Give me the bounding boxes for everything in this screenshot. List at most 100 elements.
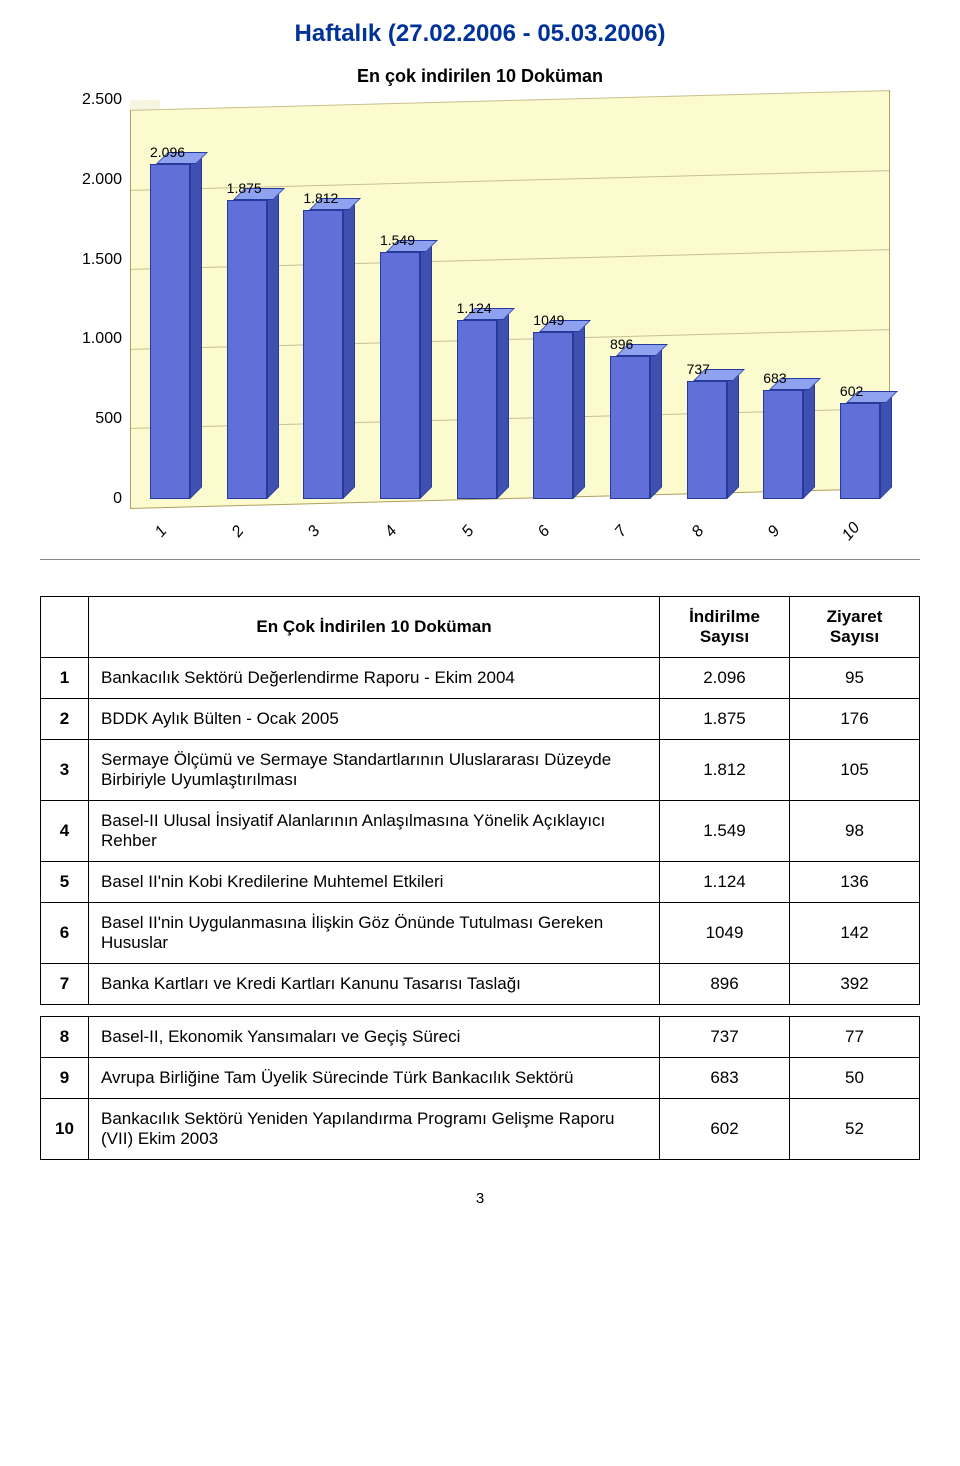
x-tick-label: 2 bbox=[218, 511, 274, 567]
x-tick-label: 5 bbox=[448, 511, 504, 567]
table-cell-index: 1 bbox=[41, 658, 89, 699]
table-cell-downloads: 1.875 bbox=[660, 699, 790, 740]
x-tick-label: 3 bbox=[295, 511, 351, 567]
table-cell-downloads: 1.124 bbox=[660, 862, 790, 903]
chart-bar: 1.875 bbox=[227, 100, 267, 499]
table-cell-index: 7 bbox=[41, 964, 89, 1005]
table-cell-index: 3 bbox=[41, 740, 89, 801]
table-header-row: En Çok İndirilen 10 Doküman İndirilme Sa… bbox=[41, 597, 920, 658]
table-cell-visits: 136 bbox=[790, 862, 920, 903]
table-row: 1Bankacılık Sektörü Değerlendirme Raporu… bbox=[41, 658, 920, 699]
table-cell-index: 5 bbox=[41, 862, 89, 903]
y-tick-label: 1.500 bbox=[82, 251, 122, 269]
table-row: 5Basel II'nin Kobi Kredilerine Muhtemel … bbox=[41, 862, 920, 903]
table-row: 10Bankacılık Sektörü Yeniden Yapılandırm… bbox=[41, 1099, 920, 1160]
x-tick-label: 9 bbox=[755, 511, 811, 567]
chart-bar: 1049 bbox=[533, 100, 573, 499]
table-cell-downloads: 1.812 bbox=[660, 740, 790, 801]
table-row: 6Basel II'nin Uygulanmasına İlişkin Göz … bbox=[41, 903, 920, 964]
x-tick-label: 1 bbox=[142, 511, 198, 567]
table-cell-index: 8 bbox=[41, 1017, 89, 1058]
y-tick-label: 0 bbox=[113, 490, 122, 508]
table-cell-downloads: 602 bbox=[660, 1099, 790, 1160]
table-row: 4Basel-II Ulusal İnsiyatif Alanlarının A… bbox=[41, 801, 920, 862]
table-cell-downloads: 683 bbox=[660, 1058, 790, 1099]
table-cell-visits: 77 bbox=[790, 1017, 920, 1058]
x-tick-label: 10 bbox=[832, 511, 888, 567]
table-cell-title: BDDK Aylık Bülten - Ocak 2005 bbox=[89, 699, 660, 740]
table-cell-downloads: 2.096 bbox=[660, 658, 790, 699]
page-title: Haftalık (27.02.2006 - 05.03.2006) bbox=[40, 20, 920, 48]
table-header-visits: Ziyaret Sayısı bbox=[790, 597, 920, 658]
table-cell-index: 10 bbox=[41, 1099, 89, 1160]
table-cell-title: Sermaye Ölçümü ve Sermaye Standartlarını… bbox=[89, 740, 660, 801]
downloads-bar-chart: En çok indirilen 10 Doküman 0 500 1.000 1.5… bbox=[40, 60, 920, 560]
table-cell-title: Bankacılık Sektörü Değerlendirme Raporu … bbox=[89, 658, 660, 699]
table-cell-visits: 392 bbox=[790, 964, 920, 1005]
chart-bar: 2.096 bbox=[150, 100, 190, 499]
chart-bars: 2.096 1.875 1.812 1.549 1.124 1049 896 737 683 60… bbox=[150, 100, 880, 499]
table-cell-downloads: 737 bbox=[660, 1017, 790, 1058]
table-row: 7Banka Kartları ve Kredi Kartları Kanunu… bbox=[41, 964, 920, 1005]
table-cell-index: 9 bbox=[41, 1058, 89, 1099]
chart-bar-value-label: 1.124 bbox=[457, 300, 492, 316]
table-cell-title: Basel-II, Ekonomik Yansımaları ve Geçiş … bbox=[89, 1017, 660, 1058]
x-tick-label: 4 bbox=[372, 511, 428, 567]
table-cell-visits: 95 bbox=[790, 658, 920, 699]
x-tick-label: 7 bbox=[602, 511, 658, 567]
table-header-title: En Çok İndirilen 10 Doküman bbox=[89, 597, 660, 658]
chart-bar-value-label: 737 bbox=[687, 361, 710, 377]
table-header-downloads: İndirilme Sayısı bbox=[660, 597, 790, 658]
table-row: 3Sermaye Ölçümü ve Sermaye Standartların… bbox=[41, 740, 920, 801]
chart-bar-value-label: 1.812 bbox=[303, 190, 338, 206]
chart-bar-value-label: 602 bbox=[840, 383, 863, 399]
table-cell-visits: 50 bbox=[790, 1058, 920, 1099]
chart-bar-value-label: 683 bbox=[763, 370, 786, 386]
chart-bar: 737 bbox=[687, 100, 727, 499]
table-cell-downloads: 896 bbox=[660, 964, 790, 1005]
table-cell-title: Basel-II Ulusal İnsiyatif Alanlarının An… bbox=[89, 801, 660, 862]
table-cell-title: Banka Kartları ve Kredi Kartları Kanunu … bbox=[89, 964, 660, 1005]
table-row: 8Basel-II, Ekonomik Yansımaları ve Geçiş… bbox=[41, 1017, 920, 1058]
chart-bar-value-label: 1.549 bbox=[380, 232, 415, 248]
chart-bar-value-label: 2.096 bbox=[150, 144, 185, 160]
chart-bar-value-label: 1049 bbox=[533, 312, 564, 328]
chart-bar: 1.812 bbox=[303, 100, 343, 499]
table-cell-index: 6 bbox=[41, 903, 89, 964]
table-cell-visits: 52 bbox=[790, 1099, 920, 1160]
chart-bar: 1.124 bbox=[457, 100, 497, 499]
x-tick-label: 8 bbox=[678, 511, 734, 567]
table-cell-downloads: 1049 bbox=[660, 903, 790, 964]
table-cell-index: 2 bbox=[41, 699, 89, 740]
table-cell-visits: 98 bbox=[790, 801, 920, 862]
chart-y-axis: 05001.0001.5002.0002.500 bbox=[40, 100, 126, 499]
table-cell-visits: 142 bbox=[790, 903, 920, 964]
chart-x-axis: 12345678910 bbox=[150, 503, 880, 559]
table-row: 9Avrupa Birliğine Tam Üyelik Sürecinde T… bbox=[41, 1058, 920, 1099]
chart-bar: 602 bbox=[840, 100, 880, 499]
table-cell-visits: 176 bbox=[790, 699, 920, 740]
y-tick-label: 1.000 bbox=[82, 330, 122, 348]
downloads-table: En Çok İndirilen 10 Doküman İndirilme Sa… bbox=[40, 596, 920, 1160]
table-cell-title: Bankacılık Sektörü Yeniden Yapılandırma … bbox=[89, 1099, 660, 1160]
chart-bar: 683 bbox=[763, 100, 803, 499]
chart-bar-value-label: 1.875 bbox=[227, 180, 262, 196]
y-tick-label: 2.500 bbox=[82, 91, 122, 109]
y-tick-label: 2.000 bbox=[82, 171, 122, 189]
chart-title: En çok indirilen 10 Doküman bbox=[40, 66, 920, 87]
table-header-blank bbox=[41, 597, 89, 658]
table-cell-index: 4 bbox=[41, 801, 89, 862]
x-tick-label: 6 bbox=[525, 511, 581, 567]
table-row: 2BDDK Aylık Bülten - Ocak 20051.875176 bbox=[41, 699, 920, 740]
table-section-gap bbox=[41, 1005, 920, 1017]
table-cell-title: Basel II'nin Kobi Kredilerine Muhtemel E… bbox=[89, 862, 660, 903]
y-tick-label: 500 bbox=[95, 410, 122, 428]
table-cell-title: Avrupa Birliğine Tam Üyelik Sürecinde Tü… bbox=[89, 1058, 660, 1099]
chart-bar: 1.549 bbox=[380, 100, 420, 499]
table-cell-downloads: 1.549 bbox=[660, 801, 790, 862]
table-cell-title: Basel II'nin Uygulanmasına İlişkin Göz Ö… bbox=[89, 903, 660, 964]
chart-bar: 896 bbox=[610, 100, 650, 499]
chart-bar-value-label: 896 bbox=[610, 336, 633, 352]
page-number: 3 bbox=[40, 1190, 920, 1207]
table-cell-visits: 105 bbox=[790, 740, 920, 801]
